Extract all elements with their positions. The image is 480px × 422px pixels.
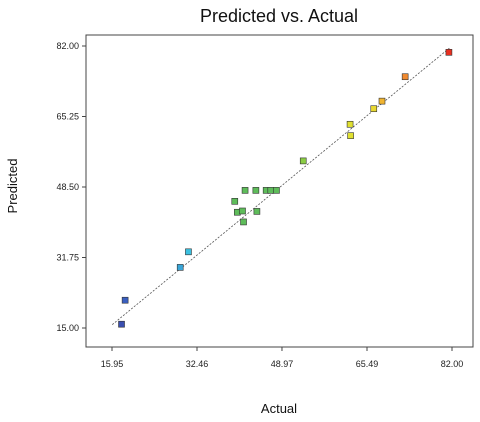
data-point [445,49,453,56]
data-point [118,320,125,328]
data-point [176,264,184,271]
data-point [370,105,378,113]
data-point [252,187,260,194]
reference-line [112,47,450,325]
chart-title: Predicted vs. Actual [200,6,358,26]
y-tick-label: 48.50 [56,182,79,192]
data-point [273,187,280,194]
data-point [347,132,354,139]
data-point [346,120,354,128]
data-point [299,157,307,165]
data-point [378,97,386,105]
x-tick-label: 48.97 [271,359,294,369]
data-point [231,198,239,205]
x-tick-label: 82.00 [441,359,464,369]
data-point [240,218,247,226]
data-point [267,187,275,194]
data-point [401,73,409,81]
y-tick-label: 31.75 [56,253,79,263]
y-axis-title: Predicted [5,159,20,214]
data-point [239,207,246,215]
y-tick-label: 15.00 [56,323,79,333]
x-axis-title: Actual [261,401,297,416]
data-point [253,208,261,215]
x-tick-label: 32.46 [186,359,209,369]
plot-area-frame [85,34,474,348]
data-point [185,248,192,256]
data-point [241,187,249,194]
y-tick-label: 82.00 [56,41,79,51]
y-tick-label: 65.25 [56,112,79,122]
x-tick-label: 65.49 [356,359,379,369]
x-tick-label: 15.95 [101,359,124,369]
data-point [121,296,129,304]
